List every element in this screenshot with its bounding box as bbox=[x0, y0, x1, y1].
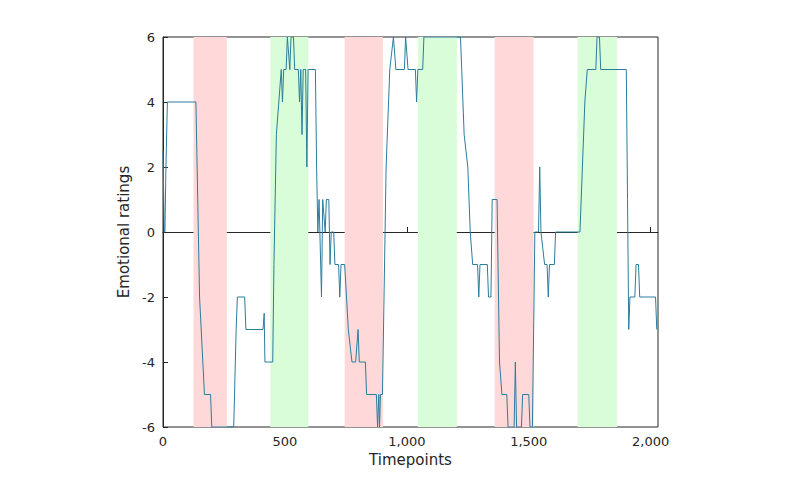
svg-text:0: 0 bbox=[147, 225, 155, 240]
svg-text:Timepoints: Timepoints bbox=[368, 451, 452, 469]
svg-text:2: 2 bbox=[147, 160, 155, 175]
svg-text:Emotional ratings: Emotional ratings bbox=[115, 166, 133, 299]
svg-text:-2: -2 bbox=[142, 290, 155, 305]
svg-text:-4: -4 bbox=[142, 355, 155, 370]
svg-text:1,000: 1,000 bbox=[388, 434, 425, 449]
svg-text:6: 6 bbox=[147, 30, 155, 45]
svg-text:-6: -6 bbox=[142, 420, 155, 435]
svg-text:4: 4 bbox=[147, 95, 155, 110]
svg-text:1,500: 1,500 bbox=[510, 434, 547, 449]
svg-text:0: 0 bbox=[159, 434, 167, 449]
svg-text:500: 500 bbox=[273, 434, 298, 449]
svg-text:2,000: 2,000 bbox=[632, 434, 669, 449]
